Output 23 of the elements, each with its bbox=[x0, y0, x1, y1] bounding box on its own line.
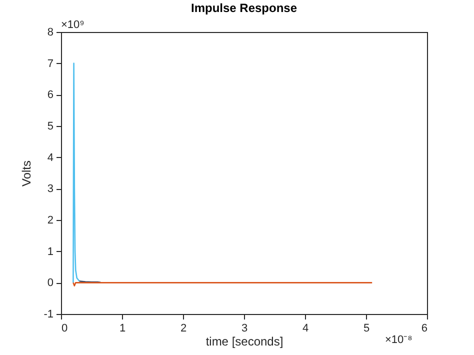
x-tick-label: 4 bbox=[302, 322, 309, 334]
x-tick-label: 1 bbox=[119, 322, 126, 334]
x-tick-label: 6 bbox=[421, 322, 428, 334]
x-axis-title: time [seconds] bbox=[206, 334, 284, 348]
y-tick-label: 1 bbox=[47, 246, 54, 258]
y-tick-label: 8 bbox=[47, 26, 54, 38]
x-tick-label: 2 bbox=[180, 322, 187, 334]
chart-title: Impulse Response bbox=[190, 1, 298, 15]
y-tick-label: 4 bbox=[47, 152, 54, 164]
y-tick-label: 7 bbox=[47, 58, 54, 70]
text: ×10⁹ bbox=[61, 19, 84, 31]
y-tick-label: -1 bbox=[44, 308, 54, 320]
text: ×10⁻⁸ bbox=[385, 334, 412, 346]
x-tick-label: 3 bbox=[241, 322, 248, 334]
x-tick-label: 0 bbox=[62, 322, 68, 334]
y-tick-label: 2 bbox=[47, 214, 54, 226]
y-tick-label: 6 bbox=[47, 89, 54, 102]
y-axis-title: Volts bbox=[20, 160, 34, 187]
line-series bbox=[72, 62, 80, 284]
y-tick-label: 5 bbox=[47, 120, 54, 132]
y-tick-label: 3 bbox=[47, 183, 54, 196]
y-tick-label: 0 bbox=[47, 277, 54, 290]
x-tick-label: 5 bbox=[363, 322, 370, 334]
